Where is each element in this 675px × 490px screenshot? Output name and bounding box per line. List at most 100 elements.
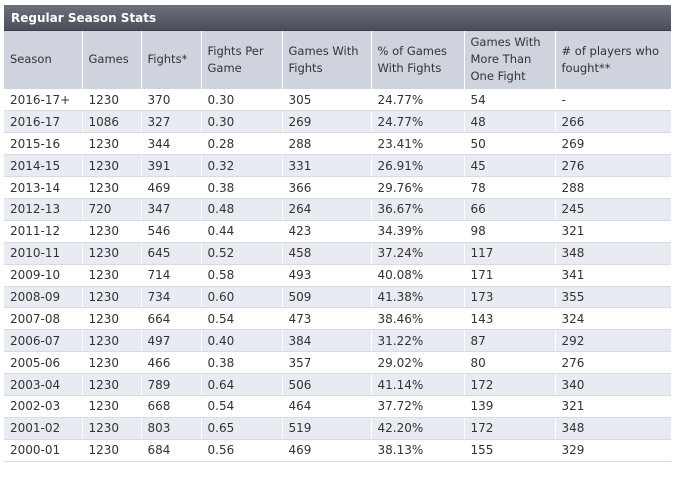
table-cell: 264 [282, 198, 372, 221]
table-cell: 1230 [82, 373, 142, 396]
table-cell: 266 [555, 110, 671, 134]
column-header: Fights* [141, 31, 202, 90]
table-cell: 340 [555, 373, 671, 396]
table-cell: 1230 [82, 220, 142, 243]
table-cell: 2008-09 [4, 286, 83, 309]
table-cell: 329 [555, 439, 671, 462]
table-cell: 29.76% [371, 176, 465, 199]
table-cell: 1230 [82, 154, 142, 178]
table-cell: 0.38 [201, 176, 283, 199]
table-cell: 720 [82, 198, 142, 221]
table-cell: 331 [282, 154, 372, 178]
table-cell: 34.39% [371, 220, 465, 243]
panel-title: Regular Season Stats [4, 5, 671, 31]
table-cell: 66 [464, 198, 556, 221]
table-cell: 38.13% [371, 439, 465, 462]
table-cell: 0.52 [201, 242, 283, 265]
table-cell: 2014-15 [4, 154, 83, 178]
table-cell: 357 [282, 351, 372, 375]
table-cell: 0.44 [201, 220, 283, 243]
table-cell: 466 [141, 351, 202, 375]
table-row: 2012-13 720 347 0.48 264 36.67% 66 245 [4, 198, 671, 221]
table-cell: 664 [141, 307, 202, 331]
table-cell: 1230 [82, 439, 142, 462]
table-cell: 2009-10 [4, 264, 83, 287]
table-cell: 0.38 [201, 351, 283, 375]
table-cell: 2016-17 [4, 110, 83, 134]
table-cell: 269 [282, 110, 372, 134]
table-cell: 327 [141, 110, 202, 134]
table-cell: 2005-06 [4, 351, 83, 375]
table-row: 2003-04 1230 789 0.64 506 41.14% 172 340 [4, 373, 671, 396]
table-row: 2007-08 1230 664 0.54 473 38.46% 143 324 [4, 307, 671, 331]
table-cell: 370 [141, 89, 202, 112]
table-cell: 464 [282, 395, 372, 418]
table-row: 2008-09 1230 734 0.60 509 41.38% 173 355 [4, 286, 671, 309]
table-cell: 469 [141, 176, 202, 199]
table-cell: 288 [555, 176, 671, 199]
table-cell: 37.72% [371, 395, 465, 418]
table-cell: 0.48 [201, 198, 283, 221]
table-cell: 172 [464, 417, 556, 440]
table-cell: 98 [464, 220, 556, 243]
table-cell: 734 [141, 286, 202, 309]
table-cell: 45 [464, 154, 556, 178]
table-cell: 37.24% [371, 242, 465, 265]
stats-table: Season Games Fights* Fights Per Game Games W… [4, 31, 671, 462]
table-cell: 347 [141, 198, 202, 221]
column-header: Fights Per Game [201, 31, 283, 90]
table-cell: 24.77% [371, 89, 465, 112]
table-cell: 48 [464, 110, 556, 134]
table-cell: 305 [282, 89, 372, 112]
table-cell: 78 [464, 176, 556, 199]
table-cell: 2013-14 [4, 176, 83, 199]
table-cell: 0.28 [201, 132, 283, 156]
table-cell: 245 [555, 198, 671, 221]
table-cell: 0.56 [201, 439, 283, 462]
table-cell: 40.08% [371, 264, 465, 287]
table-cell: 0.30 [201, 110, 283, 134]
table-cell: 171 [464, 264, 556, 287]
table-cell: 789 [141, 373, 202, 396]
table-cell: 684 [141, 439, 202, 462]
table-cell: 473 [282, 307, 372, 331]
table-cell: 1230 [82, 286, 142, 309]
table-header-row: Season Games Fights* Fights Per Game Games W… [4, 31, 671, 90]
table-cell: 41.14% [371, 373, 465, 396]
table-cell: 324 [555, 307, 671, 331]
table-row: 2001-02 1230 803 0.65 519 42.20% 172 348 [4, 417, 671, 440]
table-cell: 24.77% [371, 110, 465, 134]
table-cell: 172 [464, 373, 556, 396]
table-cell: 117 [464, 242, 556, 265]
table-row: 2013-14 1230 469 0.38 366 29.76% 78 288 [4, 176, 671, 199]
table-cell: 506 [282, 373, 372, 396]
table-cell: 26.91% [371, 154, 465, 178]
column-header: Games With Fights [282, 31, 372, 90]
table-cell: 1086 [82, 110, 142, 134]
table-row: 2016-17 1086 327 0.30 269 24.77% 48 266 [4, 110, 671, 134]
column-header: # of players who fought** [555, 31, 671, 90]
table-body: 2016-17+ 1230 370 0.30 305 24.77% 54-2016-17 10… [4, 89, 671, 462]
table-row: 2010-11 1230 645 0.52 458 37.24% 117 348 [4, 242, 671, 265]
table-cell: 1230 [82, 395, 142, 418]
table-row: 2000-01 1230 684 0.56 469 38.13% 155 329 [4, 439, 671, 462]
table-cell: 2015-16 [4, 132, 83, 156]
table-cell: 423 [282, 220, 372, 243]
table-cell: 0.64 [201, 373, 283, 396]
table-cell: 36.67% [371, 198, 465, 221]
table-row: 2002-03 1230 668 0.54 464 37.72% 139 321 [4, 395, 671, 418]
table-cell: 344 [141, 132, 202, 156]
table-cell: 1230 [82, 176, 142, 199]
column-header: Games [82, 31, 142, 90]
table-cell: 509 [282, 286, 372, 309]
column-header: Season [4, 31, 83, 90]
table-cell: 348 [555, 242, 671, 265]
table-cell: 276 [555, 351, 671, 375]
table-cell: 321 [555, 220, 671, 243]
table-row: 2015-16 1230 344 0.28 288 23.41% 50 269 [4, 132, 671, 156]
table-row: 2009-10 1230 714 0.58 493 40.08% 171 341 [4, 264, 671, 287]
table-cell: - [555, 89, 671, 112]
table-cell: 1230 [82, 351, 142, 375]
column-header: % of Games With Fights [371, 31, 465, 90]
table-cell: 0.30 [201, 89, 283, 112]
